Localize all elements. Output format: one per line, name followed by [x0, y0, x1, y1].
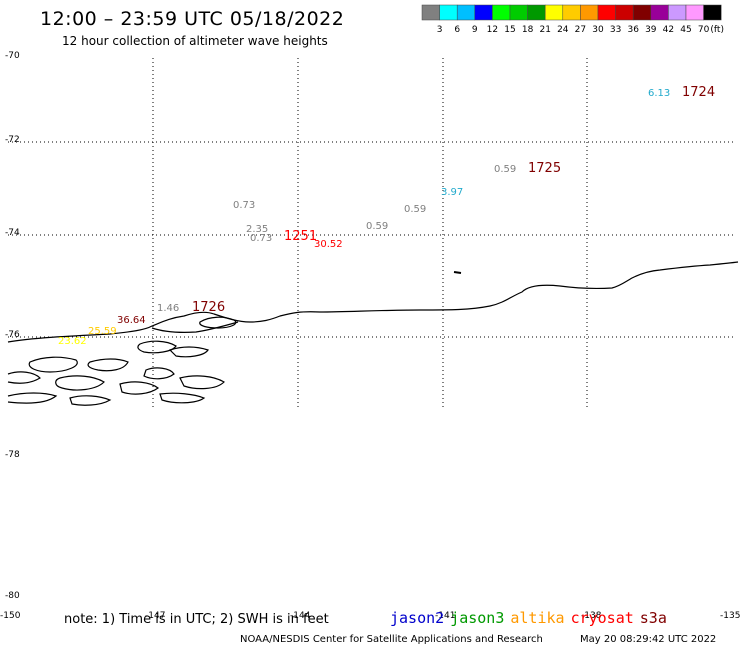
legend-tick-label: 70 — [698, 25, 710, 35]
satellite-legend: jason2 jason3 altika cryosat s3a — [390, 609, 673, 627]
legend-tick-label: 39 — [645, 25, 657, 35]
legend-tick-label: 24 — [557, 25, 569, 35]
axis-labels: -70 -72 -74 -76 -78 -80 -150 -147 -144 -141 -138 -1… — [0, 51, 740, 621]
longitude-label: -150 — [0, 611, 21, 621]
island-7 — [7, 371, 41, 384]
legend-tick-label: 6 — [454, 25, 460, 35]
units-note: note: 1) Time is in UTC; 2) SWH is in fe… — [64, 612, 329, 627]
graticule-grid — [8, 58, 736, 408]
coastline — [7, 261, 739, 406]
legend-tick-label: 9 — [472, 25, 478, 35]
longitude-label: -141 — [435, 611, 455, 621]
wave-height-value: 1725 — [528, 161, 561, 176]
credit-line: NOAA/NESDIS Center for Satellite Applica… — [240, 634, 543, 645]
latitude-label: -76 — [5, 330, 20, 340]
page-subtitle: 12 hour collection of altimeter wave hei… — [62, 34, 328, 48]
coastline-inner — [151, 321, 239, 333]
islet — [453, 271, 462, 274]
longitude-label: -147 — [145, 611, 165, 621]
wave-height-value: 0.73 — [250, 233, 272, 244]
wave-height-value: 1726 — [192, 300, 225, 315]
wave-height-value: 1.46 — [157, 303, 179, 314]
wave-height-value: 3.97 — [441, 187, 463, 198]
wave-height-value: 36.64 — [117, 315, 146, 326]
longitude-label: -138 — [581, 611, 602, 621]
color-legend: 3 6 9 12 15 18 21 24 27 30 33 36 39 42 45 70 (ft) — [421, 4, 724, 35]
wave-height-value: 1724 — [682, 85, 715, 100]
satellite-label-jason3: jason3 — [450, 609, 505, 627]
legend-tick-label: 12 — [487, 25, 498, 35]
longitude-label: -135 — [720, 611, 740, 621]
legend-tick-label: 33 — [610, 25, 621, 35]
island-8 — [55, 375, 105, 391]
wave-height-value: 0.73 — [233, 200, 255, 211]
longitude-label: -144 — [290, 611, 311, 621]
island-9 — [119, 381, 160, 395]
island-5 — [87, 358, 129, 372]
wave-height-value: 2.35 — [246, 224, 268, 235]
island-13 — [69, 395, 112, 406]
legend-tick-label: 45 — [680, 25, 691, 35]
legend-tick-label: 42 — [663, 25, 674, 35]
island-12 — [7, 392, 58, 404]
latitude-label: -80 — [5, 591, 20, 601]
legend-tick-label: 30 — [592, 25, 604, 35]
wave-height-value: 6.13 — [648, 88, 670, 99]
wave-height-value: 0.59 — [366, 221, 388, 232]
island-1 — [199, 316, 237, 329]
legend-tick-label: 36 — [627, 25, 639, 35]
legend-swatch — [703, 4, 722, 21]
generated-timestamp: May 20 08:29:42 UTC 2022 — [580, 634, 717, 645]
coastline-main — [7, 261, 739, 343]
legend-unit: (ft) — [710, 25, 724, 35]
latitude-label: -70 — [5, 51, 20, 61]
latitude-label: -74 — [5, 228, 20, 238]
wave-height-value: 0.59 — [404, 204, 426, 215]
satellite-label-altika: altika — [510, 609, 565, 627]
satellite-label-cryosat: cryosat — [570, 609, 634, 627]
island-3 — [168, 346, 209, 358]
island-11 — [159, 392, 206, 404]
page-title: 12:00 – 23:59 UTC 05/18/2022 — [40, 8, 345, 30]
wave-height-value: 25.59 — [88, 326, 117, 337]
latitude-label: -72 — [5, 135, 20, 145]
satellite-label-jason2: jason2 — [390, 609, 445, 627]
wave-height-value: 0.59 — [494, 164, 516, 175]
legend-tick-label: 3 — [437, 25, 443, 35]
legend-tick-label: 18 — [522, 25, 534, 35]
island-6 — [143, 367, 175, 380]
wave-height-value: 23.62 — [58, 336, 87, 347]
island-10 — [179, 375, 225, 390]
island-2 — [137, 340, 177, 354]
island-4 — [28, 356, 78, 373]
legend-tick-label: 27 — [575, 25, 586, 35]
latitude-label: -78 — [5, 450, 20, 460]
wave-height-value: 30.52 — [314, 239, 343, 250]
legend-tick-label: 21 — [539, 25, 550, 35]
wave-height-value: 1251 — [284, 229, 317, 244]
satellite-label-s3a: s3a — [639, 609, 667, 627]
legend-tick-label: 15 — [504, 25, 515, 35]
